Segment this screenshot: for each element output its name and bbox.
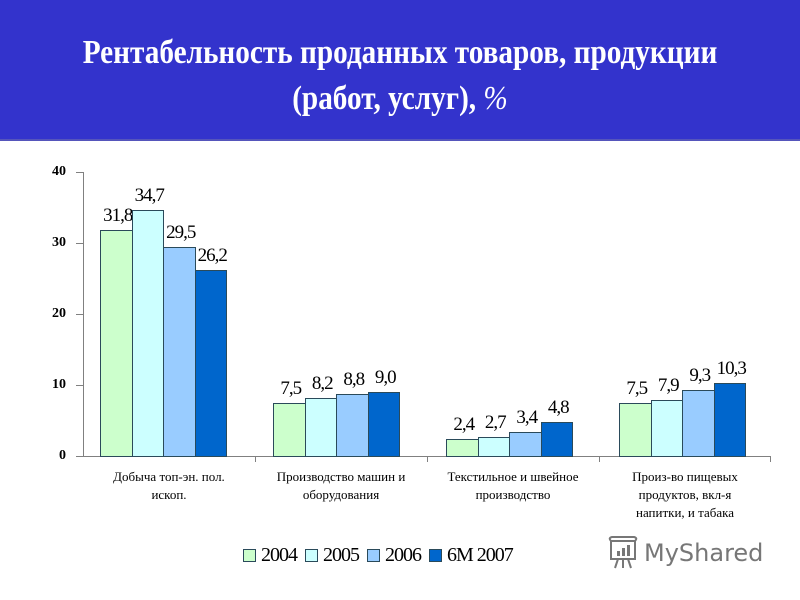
y-tick-label-20: 20 bbox=[52, 306, 66, 321]
category-label-line: Добыча топ-эн. пол. bbox=[113, 469, 225, 484]
title-line-2: (работ, услуг), % bbox=[56, 76, 744, 122]
data-label: 34,7 bbox=[134, 184, 165, 206]
data-label: 9,0 bbox=[374, 367, 397, 389]
data-label: 3,4 bbox=[516, 406, 538, 428]
bar-2006-cat0 bbox=[163, 246, 196, 457]
legend-swatch-2004 bbox=[243, 549, 256, 562]
y-tick-label-40: 40 bbox=[52, 164, 66, 179]
legend-label-6m2007: 6M 2007 bbox=[447, 544, 514, 566]
data-label: 7,9 bbox=[657, 374, 680, 396]
data-label: 2,7 bbox=[484, 411, 507, 433]
x-tick bbox=[427, 456, 428, 462]
watermark-text: MyShared bbox=[644, 539, 764, 567]
bar-2005-cat0 bbox=[131, 209, 164, 457]
legend-item-2004: 2004 bbox=[243, 544, 298, 567]
watermark: MyShared bbox=[608, 536, 763, 570]
data-label: 9,3 bbox=[689, 364, 711, 386]
chart-legend: 2004 2005 2006 6M 2007 bbox=[243, 544, 521, 567]
y-tick bbox=[76, 243, 83, 244]
data-label: 7,5 bbox=[280, 377, 302, 399]
data-label: 29,5 bbox=[166, 221, 196, 243]
category-label-line: Текстильное и швейное bbox=[447, 469, 579, 484]
y-tick bbox=[76, 385, 83, 386]
category-label-textile: Текстильное и швейное производство bbox=[427, 468, 599, 504]
category-label-line: Произ-во пищевых bbox=[632, 469, 738, 484]
bar-6m2007-cat1 bbox=[367, 392, 400, 457]
data-label: 4,8 bbox=[547, 396, 570, 418]
data-label: 2,4 bbox=[453, 413, 475, 435]
category-label-line: Производство машин и bbox=[276, 469, 406, 484]
category-label-mining: Добыча топ-эн. пол. ископ. bbox=[83, 468, 255, 504]
legend-item-6m2007: 6M 2007 bbox=[429, 544, 514, 567]
x-axis bbox=[76, 456, 771, 457]
category-label-machinery: Производство машин и оборудования bbox=[255, 468, 427, 504]
category-label-line: оборудования bbox=[302, 487, 380, 502]
y-tick bbox=[76, 172, 83, 173]
data-label: 31,8 bbox=[103, 205, 133, 227]
x-tick bbox=[599, 456, 600, 462]
y-tick bbox=[76, 456, 83, 457]
category-label-line: напитки, и табака bbox=[635, 505, 734, 520]
data-label: 8,2 bbox=[311, 372, 334, 394]
bar-2006-cat1 bbox=[336, 393, 369, 457]
category-label-line: производство bbox=[475, 487, 551, 502]
slide-title: Рентабельность проданных товаров, продук… bbox=[56, 30, 744, 122]
legend-swatch-2005 bbox=[305, 549, 318, 562]
legend-item-2006: 2006 bbox=[367, 544, 422, 567]
bar-2006-cat3 bbox=[682, 389, 715, 457]
data-label: 7,5 bbox=[626, 377, 648, 399]
legend-swatch-2006 bbox=[367, 549, 380, 562]
title-unit: % bbox=[483, 80, 508, 117]
bar-2006-cat2 bbox=[509, 431, 542, 457]
legend-label-2004: 2004 bbox=[261, 544, 298, 566]
y-axis bbox=[83, 172, 84, 457]
bar-6m2007-cat0 bbox=[194, 269, 227, 457]
legend-label-2006: 2006 bbox=[385, 544, 422, 566]
legend-item-2005: 2005 bbox=[305, 544, 360, 567]
bar-2004-cat0 bbox=[100, 230, 133, 457]
bar-2005-cat3 bbox=[650, 399, 683, 457]
category-label-line: ископ. bbox=[151, 487, 187, 502]
legend-swatch-6m2007 bbox=[429, 549, 442, 562]
bar-2005-cat2 bbox=[477, 436, 510, 457]
bar-2004-cat2 bbox=[446, 438, 479, 457]
y-tick-label-30: 30 bbox=[52, 235, 66, 250]
data-label: 26,2 bbox=[197, 244, 228, 266]
title-line-1: Рентабельность проданных товаров, продук… bbox=[82, 34, 718, 71]
data-label: 8,8 bbox=[343, 368, 365, 390]
presentation-board-icon bbox=[608, 536, 638, 569]
data-label: 10,3 bbox=[716, 357, 747, 379]
title-line-2-text: (работ, услуг), bbox=[292, 80, 477, 117]
category-label-line: продуктов, вкл-я bbox=[638, 487, 732, 502]
x-tick bbox=[255, 456, 256, 462]
bar-6m2007-cat3 bbox=[713, 382, 746, 457]
x-tick bbox=[770, 456, 771, 462]
y-tick-label-0: 0 bbox=[59, 448, 66, 463]
y-tick-label-10: 10 bbox=[52, 377, 66, 392]
bar-2004-cat3 bbox=[619, 402, 652, 457]
title-banner: Рентабельность проданных товаров, продук… bbox=[0, 0, 800, 141]
bar-2004-cat1 bbox=[273, 402, 306, 457]
bar-2005-cat1 bbox=[304, 397, 337, 457]
bar-6m2007-cat2 bbox=[540, 421, 573, 457]
category-label-food: Произ-во пищевых продуктов, вкл-я напитк… bbox=[599, 468, 771, 522]
legend-label-2005: 2005 bbox=[323, 544, 360, 566]
y-tick bbox=[76, 314, 83, 315]
